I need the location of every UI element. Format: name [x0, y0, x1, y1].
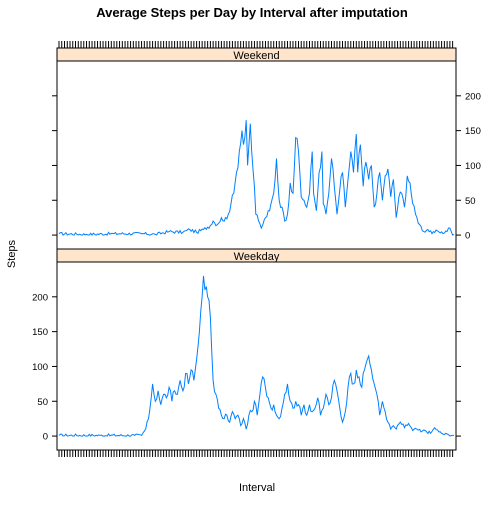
strip-label-weekend: Weekend [233, 50, 279, 62]
y-tick-label: 50 [465, 196, 476, 207]
y-tick-label: 200 [32, 292, 48, 303]
series-weekday [58, 275, 454, 437]
chart-title: Average Steps per Day by Interval after … [96, 5, 408, 20]
y-tick-label: 150 [465, 126, 481, 137]
y-tick-label: 50 [37, 397, 48, 408]
series-weekend [58, 120, 455, 236]
panel-frame-weekend [56, 60, 457, 250]
y-tick-label: 100 [32, 362, 48, 373]
strip-label-weekday: Weekday [234, 251, 280, 263]
x-ticks-top [58, 41, 454, 48]
x-ticks-bottom [58, 450, 454, 457]
y-ticks-weekend: 0 50 100 150 200 [52, 91, 481, 242]
y-tick-label: 150 [32, 327, 48, 338]
series-line-weekend [58, 120, 455, 236]
y-tick-label: 200 [465, 91, 481, 102]
panel-weekend: Weekend 0 50 100 150 200 [52, 47, 481, 250]
y-axis-label: Steps [6, 239, 18, 268]
y-tick-label: 0 [43, 432, 48, 443]
panel-frame-weekday [56, 261, 457, 451]
y-tick-label: 0 [465, 231, 470, 242]
y-ticks-weekday: 0 50 100 150 200 [32, 292, 461, 443]
series-line-weekday [58, 275, 454, 437]
panel-weekday: Weekday 0 50 100 150 200 [32, 248, 461, 451]
x-axis-label: Interval [239, 482, 275, 494]
y-tick-label: 100 [465, 161, 481, 172]
